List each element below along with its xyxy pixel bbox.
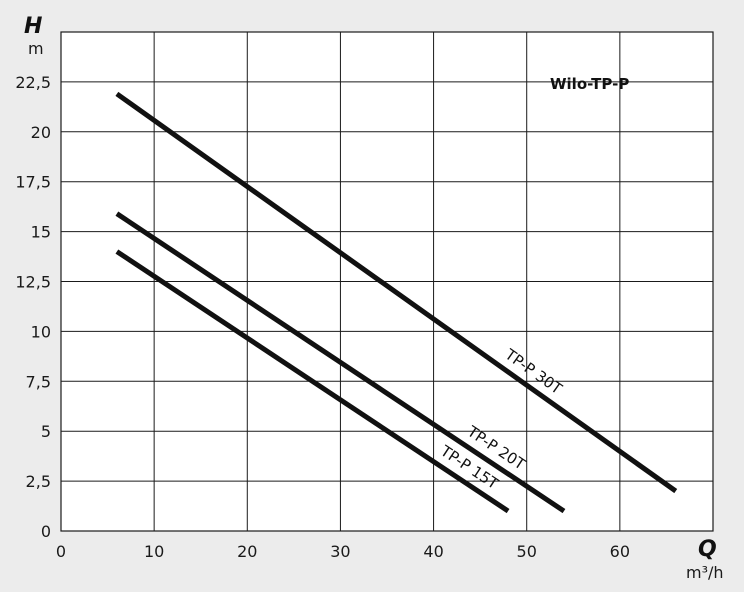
series-line xyxy=(115,249,510,514)
x-axis-symbol: Q xyxy=(698,537,717,562)
chart-title: Wilo-TP-P xyxy=(550,75,629,93)
x-tick-label: 0 xyxy=(56,542,66,561)
y-tick-label: 7,5 xyxy=(26,372,51,391)
y-tick-label: 0 xyxy=(41,522,51,541)
x-axis-unit: m³/h xyxy=(686,563,724,582)
x-tick-label: 30 xyxy=(330,542,350,561)
series-line xyxy=(115,211,566,514)
x-tick-label: 40 xyxy=(423,542,443,561)
y-axis-ticks: 0 2,5 5 7,5 10 12,5 15 17,5 20 22,5 xyxy=(15,73,51,541)
x-tick-label: 10 xyxy=(144,542,164,561)
y-tick-label: 22,5 xyxy=(15,73,51,92)
y-tick-label: 5 xyxy=(41,422,51,441)
x-axis-ticks: 0 10 20 30 40 50 60 xyxy=(56,542,630,561)
series-line xyxy=(115,91,678,494)
y-axis-symbol: H xyxy=(24,14,42,39)
y-tick-label: 12,5 xyxy=(15,273,51,292)
y-axis-unit: m xyxy=(28,39,44,58)
grid xyxy=(60,31,714,532)
x-tick-label: 20 xyxy=(237,542,257,561)
x-tick-label: 50 xyxy=(517,542,537,561)
y-tick-label: 20 xyxy=(31,123,51,142)
x-tick-label: 60 xyxy=(610,542,630,561)
y-tick-label: 15 xyxy=(31,223,51,242)
y-tick-label: 2,5 xyxy=(26,472,51,491)
y-tick-label: 10 xyxy=(31,322,51,341)
y-tick-label: 17,5 xyxy=(15,173,51,192)
